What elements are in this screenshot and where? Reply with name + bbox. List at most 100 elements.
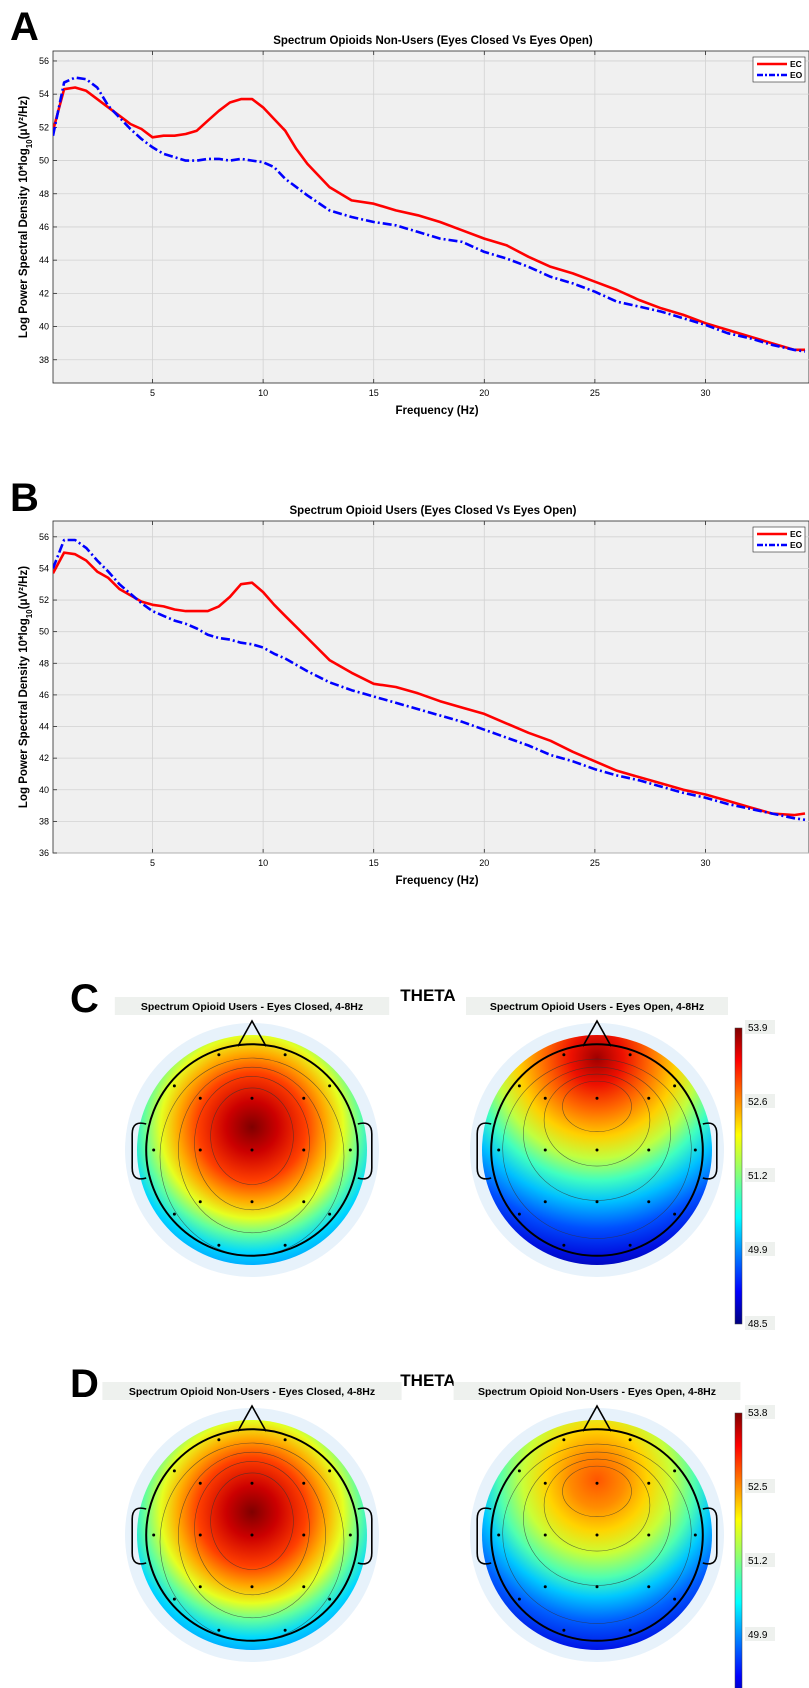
electrode-dot xyxy=(198,1481,202,1485)
contour-line xyxy=(210,1472,294,1570)
x-tick-label: 5 xyxy=(150,858,155,868)
electrode-dot xyxy=(628,1053,632,1057)
x-tick-label: 30 xyxy=(700,388,710,398)
electrode-dot xyxy=(172,1469,176,1473)
colorbar-tick-label: 51.2 xyxy=(748,1556,768,1567)
x-tick-label: 30 xyxy=(700,858,710,868)
electrode-dot xyxy=(543,1481,547,1485)
topomaps-c: Spectrum Opioid Users - Eyes Closed, 4-8… xyxy=(114,997,775,1330)
series-group xyxy=(53,538,806,822)
y-tick-label: 40 xyxy=(39,785,49,795)
left-ear xyxy=(476,1507,492,1565)
head-outline xyxy=(145,1043,359,1257)
nose xyxy=(237,1019,267,1047)
y-axis-label: Log Power Spectral Density 10*log10(μV²/… xyxy=(18,96,34,338)
chart-a: Spectrum Opioids Non-Users (Eyes Closed … xyxy=(18,35,809,417)
map-title: Spectrum Opioid Non-Users - Eyes Open, 4… xyxy=(478,1386,716,1398)
electrode-dot xyxy=(302,1533,306,1537)
electrode-dot xyxy=(673,1469,677,1473)
map-title-bg xyxy=(114,997,390,1015)
map-title: Spectrum Opioid Users - Eyes Closed, 4-8… xyxy=(141,1001,363,1013)
electrode-dot xyxy=(628,1243,632,1247)
x-tick-label: 10 xyxy=(258,858,268,868)
series-line-ec xyxy=(53,551,806,817)
map-title: Spectrum Opioid Users - Eyes Open, 4-8Hz xyxy=(490,1001,704,1013)
electrode-dot xyxy=(302,1585,306,1589)
legend-box xyxy=(752,526,806,553)
right-ear xyxy=(357,1122,373,1180)
colorbar-tick-label: 48.5 xyxy=(748,1319,768,1330)
legend-label-ec: EC xyxy=(790,529,802,539)
chart-title: Spectrum Opioid Users (Eyes Closed Vs Ey… xyxy=(290,505,577,517)
electrode-dot xyxy=(517,1084,521,1088)
electrode-dot xyxy=(283,1053,287,1057)
contour-line xyxy=(502,1058,692,1239)
electrode-dot xyxy=(328,1212,332,1216)
colorbar-tick-label: 53.8 xyxy=(748,1408,768,1419)
y-tick-label: 42 xyxy=(39,753,49,763)
panel-letter-b: B xyxy=(10,476,39,520)
colorbar-tick-bg xyxy=(745,1553,775,1567)
y-tick-label: 56 xyxy=(39,532,49,542)
electrode-dot xyxy=(562,1438,566,1442)
electrode-dot xyxy=(517,1469,521,1473)
y-tick-label: 56 xyxy=(39,56,49,66)
legend-label-eo: EO xyxy=(790,70,803,80)
contour-line xyxy=(178,1451,326,1619)
electrode-dot xyxy=(647,1200,651,1204)
electrode-dot xyxy=(172,1212,176,1216)
electrode-dot xyxy=(328,1084,332,1088)
electrode-dot xyxy=(497,1148,501,1152)
x-axis-label: Frequency (Hz) xyxy=(395,875,478,887)
electrode-dot xyxy=(673,1084,677,1088)
electrode-dot xyxy=(172,1084,176,1088)
plot-area xyxy=(52,520,809,854)
electrode-dot xyxy=(302,1481,306,1485)
electrode-dot xyxy=(217,1053,221,1057)
band-label-d: THETA xyxy=(400,1371,455,1390)
map-title-bg xyxy=(453,1382,741,1400)
head-outline xyxy=(145,1428,359,1642)
electrode-dot xyxy=(647,1096,651,1100)
contour-line xyxy=(562,1465,632,1518)
x-tick-label: 20 xyxy=(479,388,489,398)
electrode-dot xyxy=(543,1533,547,1537)
contour-line xyxy=(543,1458,651,1552)
x-tick-label: 15 xyxy=(369,388,379,398)
electrode-dot xyxy=(647,1481,651,1485)
x-tick-label: 10 xyxy=(258,388,268,398)
x-tick-label: 25 xyxy=(590,858,600,868)
electrode-dot xyxy=(217,1243,221,1247)
panel-letter-a: A xyxy=(10,5,39,49)
electrode-dot xyxy=(198,1585,202,1589)
series-group xyxy=(53,76,806,353)
colorbar-tick-bg xyxy=(745,1316,775,1330)
electrode-dot xyxy=(250,1533,254,1537)
y-tick-label: 44 xyxy=(39,722,49,732)
electrode-dot xyxy=(673,1212,677,1216)
electrode-dot xyxy=(543,1096,547,1100)
electrode-dot xyxy=(647,1585,651,1589)
electrode-dot xyxy=(328,1597,332,1601)
electrode-dot xyxy=(543,1585,547,1589)
map-title: Spectrum Opioid Non-Users - Eyes Closed,… xyxy=(129,1386,375,1398)
colorbar-tick-label: 52.5 xyxy=(748,1482,768,1493)
electrode-dot xyxy=(198,1200,202,1204)
electrode-dot xyxy=(562,1243,566,1247)
colorbar-tick-bg xyxy=(745,1242,775,1256)
y-tick-label: 38 xyxy=(39,816,49,826)
colorbar-tick-bg xyxy=(745,1094,775,1108)
electrode-dot xyxy=(543,1148,547,1152)
series-line-eo xyxy=(53,76,806,353)
electrode-dot xyxy=(172,1597,176,1601)
series-line-eo xyxy=(53,538,806,822)
y-tick-label: 46 xyxy=(39,222,49,232)
contour-line xyxy=(210,1087,294,1185)
y-tick-label: 36 xyxy=(39,848,49,858)
electrode-dot xyxy=(517,1597,521,1601)
y-tick-label: 44 xyxy=(39,255,49,265)
electrode-dot xyxy=(152,1533,156,1537)
y-tick-label: 54 xyxy=(39,563,49,573)
y-tick-label: 50 xyxy=(39,156,49,166)
